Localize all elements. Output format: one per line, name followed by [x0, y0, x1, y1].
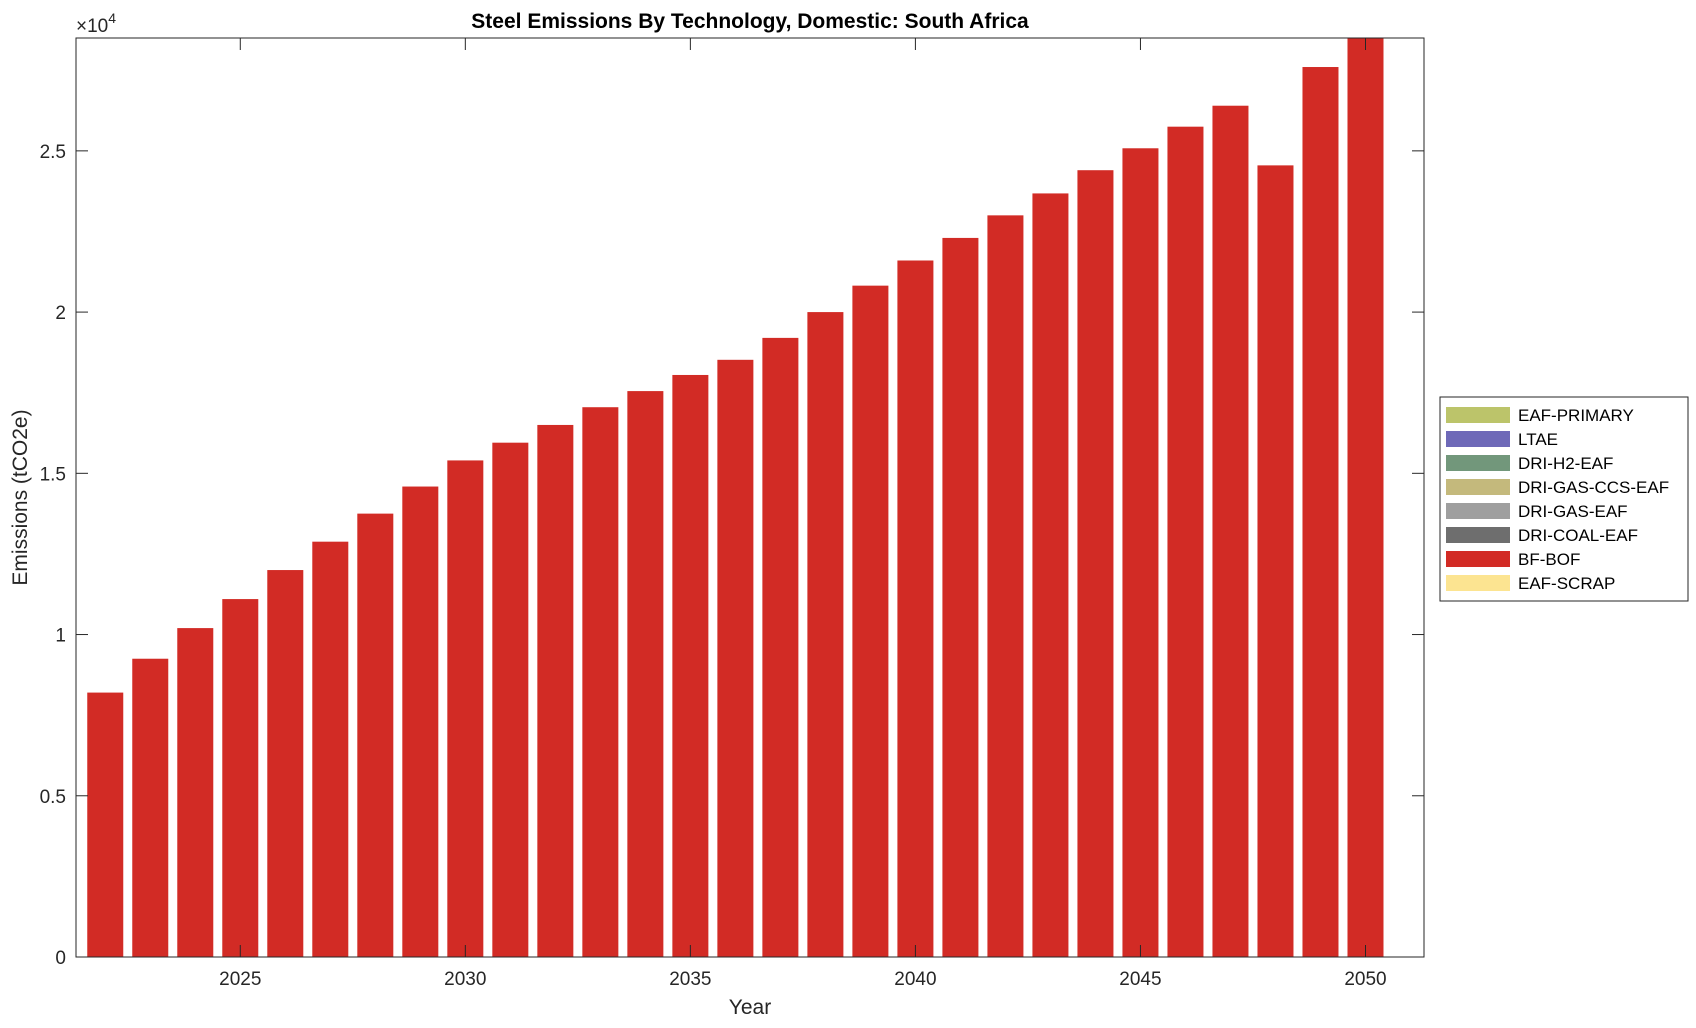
x-tick-label: 2030 [444, 969, 486, 990]
legend-swatch-dri-h2-eaf [1446, 455, 1510, 471]
x-tick-label: 2050 [1344, 969, 1386, 990]
ticks-group: 2025 2030 2035 2040 2045 2050 0 0.5 1 1.5 2 2.5 [40, 38, 1424, 990]
legend-swatch-eaf-scrap [1446, 575, 1510, 591]
bar-bf-bof-2024 [177, 628, 214, 957]
y-axis-label: Emissions (tCO2e) [9, 409, 32, 585]
bar-bf-bof-2039 [852, 285, 889, 957]
bar-bf-bof-2048 [1257, 165, 1294, 957]
bar-bf-bof-2040 [897, 260, 934, 957]
bar-bf-bof-2022 [87, 692, 124, 957]
x-tick-label: 2045 [1119, 969, 1161, 990]
bar-bf-bof-2028 [357, 513, 394, 957]
chart-title: Steel Emissions By Technology, Domestic:… [471, 10, 1029, 33]
bar-bf-bof-2047 [1212, 105, 1249, 957]
legend-swatch-eaf-primary [1446, 407, 1510, 423]
y-tick-label: 1.5 [40, 464, 66, 485]
legend-label-dri-gas-eaf: DRI-GAS-EAF [1518, 502, 1628, 521]
y-exponent-base: ×10 [76, 16, 108, 37]
x-tick-label: 2035 [669, 969, 711, 990]
y-axis-exponent: ×104 [76, 10, 116, 37]
x-axis-label: Year [729, 996, 771, 1019]
x-tick-label: 2040 [894, 969, 936, 990]
legend-label-eaf-primary: EAF-PRIMARY [1518, 406, 1634, 425]
legend-swatch-dri-gas-ccs-eaf [1446, 479, 1510, 495]
bar-bf-bof-2034 [627, 391, 664, 957]
bar-bf-bof-2049 [1302, 67, 1339, 957]
bar-bf-bof-2044 [1077, 170, 1114, 957]
bar-bf-bof-2031 [492, 442, 529, 957]
legend-swatch-bf-bof [1446, 551, 1510, 567]
legend-swatch-dri-gas-eaf [1446, 503, 1510, 519]
y-tick-label: 2 [55, 303, 66, 324]
legend-swatch-ltae [1446, 431, 1510, 447]
legend-box [1439, 396, 1689, 602]
bar-bf-bof-2045 [1122, 148, 1159, 957]
bar-bf-bof-2046 [1167, 126, 1204, 958]
bar-bf-bof-2027 [312, 541, 349, 957]
axes-box [75, 37, 1425, 958]
x-tick-label: 2025 [219, 969, 261, 990]
bar-bf-bof-2033 [582, 407, 619, 957]
y-tick-label: 1 [55, 626, 66, 647]
bar-bf-bof-2030 [447, 460, 484, 957]
bar-bf-bof-2025 [222, 599, 259, 957]
bar-bf-bof-2029 [402, 486, 439, 957]
bar-bf-bof-2050 [1347, 38, 1384, 957]
legend-label-dri-gas-ccs-eaf: DRI-GAS-CCS-EAF [1518, 478, 1669, 497]
bar-bf-bof-2035 [672, 374, 709, 957]
bars-group [87, 38, 1384, 958]
bar-bf-bof-2041 [942, 237, 979, 958]
y-exponent-power: 4 [108, 10, 116, 26]
bar-bf-bof-2036 [717, 359, 754, 957]
y-tick-label: 0.5 [40, 787, 66, 808]
bar-bf-bof-2042 [987, 215, 1024, 957]
bar-bf-bof-2038 [807, 312, 844, 957]
y-tick-label: 2.5 [40, 142, 66, 163]
legend-label-bf-bof: BF-BOF [1518, 550, 1580, 569]
legend-label-dri-coal-eaf: DRI-COAL-EAF [1518, 526, 1638, 545]
legend-label-dri-h2-eaf: DRI-H2-EAF [1518, 454, 1613, 473]
y-tick-label: 0 [55, 948, 66, 969]
bar-bf-bof-2026 [267, 570, 304, 957]
bar-bf-bof-2043 [1032, 193, 1069, 958]
bar-bf-bof-2037 [762, 337, 799, 957]
legend-label-eaf-scrap: EAF-SCRAP [1518, 574, 1615, 593]
legend: EAF-PRIMARY LTAE DRI-H2-EAF DRI-GAS-CCS-EAF… [1439, 396, 1689, 602]
bar-bf-bof-2032 [537, 424, 574, 957]
bar-bf-bof-2023 [132, 658, 169, 957]
legend-label-ltae: LTAE [1518, 430, 1558, 449]
legend-swatch-dri-coal-eaf [1446, 527, 1510, 543]
